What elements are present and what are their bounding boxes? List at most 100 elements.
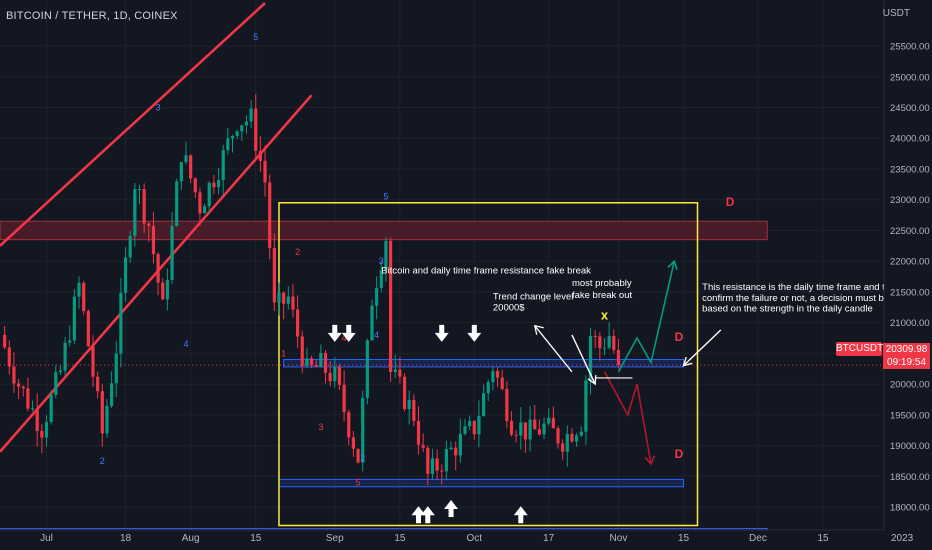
candle xyxy=(602,338,607,356)
candle-body xyxy=(351,437,355,449)
y-tick-label: 19500.00 xyxy=(890,410,930,421)
candle xyxy=(189,154,193,183)
candle xyxy=(216,168,221,195)
candle-body xyxy=(216,180,221,188)
candle-body xyxy=(268,182,272,249)
candle xyxy=(365,338,369,405)
candle xyxy=(435,449,439,480)
candle xyxy=(151,211,156,264)
candle xyxy=(26,377,30,412)
x-tick-label: 15 xyxy=(394,533,406,544)
up-arrow-icon xyxy=(444,500,459,518)
candle-body xyxy=(579,431,583,436)
candle-body xyxy=(170,226,174,280)
candle xyxy=(509,411,514,437)
wave-label-red: 1 xyxy=(281,348,286,358)
candle xyxy=(119,277,123,368)
candle xyxy=(514,429,518,443)
candle-body xyxy=(337,366,342,385)
zone-resistance xyxy=(0,220,768,241)
candle xyxy=(314,359,318,368)
candle-body xyxy=(365,340,369,398)
y-tick-label: 18500.00 xyxy=(890,472,930,483)
annotation-text: Trend change level xyxy=(493,291,573,302)
candle xyxy=(463,419,467,436)
candle-body xyxy=(556,428,560,444)
x-tick-label: 2023 xyxy=(891,533,914,544)
candle-body xyxy=(21,386,25,389)
candle xyxy=(351,430,355,457)
candle-body xyxy=(277,292,281,303)
wave-label-blue: 5 xyxy=(253,32,258,42)
candle xyxy=(356,448,360,464)
y-tick-label: 23000.00 xyxy=(890,195,930,206)
down-arrow-icon xyxy=(327,324,342,342)
candle-body xyxy=(384,240,388,271)
candle-body xyxy=(300,336,304,366)
candle-body xyxy=(254,108,258,151)
candle-body xyxy=(598,336,602,349)
candle xyxy=(235,130,239,139)
candle-body xyxy=(161,282,165,300)
candle xyxy=(12,352,16,393)
wave-label-blue: 3 xyxy=(379,256,384,266)
candle-body xyxy=(151,225,156,255)
candle-body xyxy=(323,352,328,373)
candle xyxy=(142,183,146,233)
candle-body xyxy=(147,223,151,226)
annotation-pointer xyxy=(571,334,596,385)
candle-body xyxy=(44,421,49,438)
candle xyxy=(240,124,244,141)
candle xyxy=(86,309,90,347)
candle xyxy=(226,128,230,155)
y-tick-label: 21000.00 xyxy=(890,318,930,329)
symbol-title: BITCOIN / TETHER, 1D, COINEX xyxy=(6,10,178,22)
candle-body xyxy=(588,336,593,381)
candle xyxy=(551,406,555,429)
candle-body xyxy=(291,296,295,310)
annotation-pointer-head xyxy=(682,356,693,367)
candle xyxy=(477,400,481,448)
candle-body xyxy=(244,121,249,126)
candle-body xyxy=(542,423,546,435)
candle-body xyxy=(175,181,179,227)
candle-body xyxy=(575,435,579,442)
wave-label-blue: 4 xyxy=(183,339,188,349)
candle xyxy=(305,347,309,369)
candle-body xyxy=(375,287,379,306)
candle-body xyxy=(282,292,286,304)
x-tick-label: Aug xyxy=(182,533,200,544)
candle xyxy=(123,247,128,302)
candle xyxy=(421,433,425,453)
candle-body xyxy=(49,394,53,422)
annotation-text: based on the strength in the daily candl… xyxy=(702,304,873,315)
candle-body xyxy=(547,417,551,424)
zone-resistance xyxy=(283,359,685,368)
candle xyxy=(96,371,100,399)
candle-body xyxy=(482,393,486,417)
candle-body xyxy=(296,309,300,337)
candle xyxy=(277,282,281,316)
candle-body xyxy=(82,282,86,312)
candle-body xyxy=(235,131,239,136)
candle xyxy=(207,181,211,213)
candle-body xyxy=(58,370,63,373)
candle-body xyxy=(179,162,183,182)
candle-body xyxy=(110,383,114,406)
candle xyxy=(588,327,593,395)
candle xyxy=(607,322,611,350)
candle xyxy=(454,441,458,471)
candle-body xyxy=(3,334,7,348)
candle-body xyxy=(379,270,383,288)
candle-body xyxy=(607,336,611,348)
candle xyxy=(198,187,202,226)
candle-body xyxy=(193,178,197,193)
candle xyxy=(17,378,21,400)
candle xyxy=(128,230,132,264)
candle-body xyxy=(435,458,439,471)
candle xyxy=(426,445,430,486)
wave-label-red: 4 xyxy=(342,333,347,343)
candle-body xyxy=(77,282,81,297)
y-tick-label: 24500.00 xyxy=(890,103,930,114)
